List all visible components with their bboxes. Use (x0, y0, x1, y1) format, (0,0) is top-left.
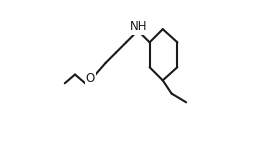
Text: NH: NH (130, 20, 147, 34)
Text: O: O (86, 72, 95, 85)
